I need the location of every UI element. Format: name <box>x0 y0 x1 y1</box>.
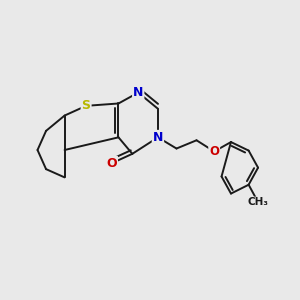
Text: O: O <box>209 145 219 158</box>
Text: S: S <box>82 99 91 112</box>
Text: N: N <box>153 131 163 144</box>
Text: N: N <box>133 86 143 99</box>
Text: O: O <box>106 157 117 170</box>
Text: CH₃: CH₃ <box>248 197 268 207</box>
